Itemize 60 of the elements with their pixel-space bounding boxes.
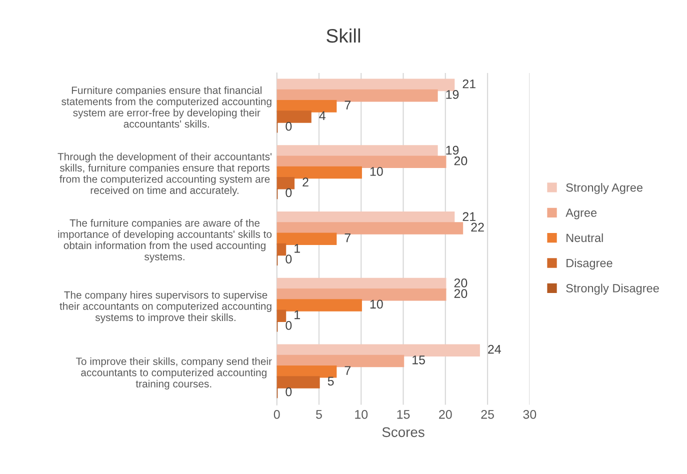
x-axis-title: Scores bbox=[382, 427, 424, 438]
data-label: 1 bbox=[294, 310, 300, 320]
bar bbox=[276, 243, 286, 256]
data-label: 19 bbox=[446, 146, 459, 155]
bar bbox=[276, 376, 320, 388]
data-label: 7 bbox=[344, 234, 351, 242]
x-tick-label: 30 bbox=[523, 410, 536, 419]
data-label: 24 bbox=[488, 344, 501, 354]
y-tick-label: Through the development of their accountants' skills, furniture companies ensure that reports from the computerized accounting system are received on time and accurately. bbox=[58, 152, 272, 196]
bar bbox=[276, 166, 362, 179]
x-tick-label: 10 bbox=[355, 410, 368, 419]
legend-label: Strongly Disagree bbox=[566, 284, 659, 295]
data-label: 10 bbox=[370, 167, 383, 176]
bar bbox=[276, 354, 404, 368]
y-tick-label: Furniture companies ensure that financial statements from the computerized accounting system are error-free by developing their accountants' skills. bbox=[62, 86, 272, 128]
bar bbox=[276, 110, 312, 123]
data-label: 21 bbox=[462, 212, 476, 221]
y-tick-label: To improve their skills, company send their accountants to computerized accounting training courses. bbox=[76, 357, 272, 390]
data-label: 0 bbox=[286, 387, 292, 396]
legend-label: Disagree bbox=[566, 258, 612, 270]
bar bbox=[276, 145, 438, 158]
bar bbox=[276, 344, 480, 357]
bar bbox=[276, 222, 464, 234]
data-label: 20 bbox=[454, 156, 468, 166]
y-tick-label: The company hires supervisors to supervise their accountants on computerized accounting systems to improve their skills. bbox=[60, 291, 272, 324]
data-label: 7 bbox=[344, 100, 351, 110]
data-label: 20 bbox=[454, 278, 468, 288]
bar bbox=[276, 232, 337, 246]
x-tick-label: 25 bbox=[481, 410, 494, 419]
data-label: 0 bbox=[286, 188, 292, 198]
legend-label: Agree bbox=[566, 208, 597, 220]
chart-title: Skill bbox=[326, 28, 360, 43]
bar bbox=[276, 177, 295, 190]
x-tick-label: 5 bbox=[316, 410, 322, 419]
legend-label: Neutral bbox=[566, 233, 603, 242]
data-label: 21 bbox=[462, 79, 476, 88]
data-label: 2 bbox=[302, 178, 308, 186]
data-label: 4 bbox=[319, 111, 326, 120]
x-tick-label: 20 bbox=[439, 410, 452, 419]
data-label: 20 bbox=[454, 289, 468, 298]
bar bbox=[276, 89, 438, 102]
data-label: 0 bbox=[286, 254, 292, 264]
bar bbox=[276, 156, 446, 168]
data-label: 0 bbox=[286, 122, 292, 131]
data-label: 19 bbox=[446, 90, 459, 99]
y-tick-label: The furniture companies are aware of the importance of developing accountants' skills to obtain information from the used accounting systems. bbox=[58, 219, 272, 262]
data-label: 22 bbox=[471, 222, 484, 232]
bar bbox=[276, 100, 337, 112]
data-label: 0 bbox=[286, 320, 292, 330]
data-label: 15 bbox=[412, 356, 425, 364]
legend-label: Strongly Agree bbox=[566, 183, 643, 194]
bar bbox=[276, 299, 362, 312]
bar bbox=[276, 288, 446, 301]
data-label: 7 bbox=[344, 366, 351, 375]
x-tick-label: 0 bbox=[274, 410, 280, 419]
data-label: 1 bbox=[294, 244, 300, 253]
data-label: 5 bbox=[328, 376, 334, 386]
x-tick-label: 15 bbox=[397, 410, 410, 419]
bar bbox=[276, 310, 286, 322]
data-label: 10 bbox=[370, 300, 383, 309]
